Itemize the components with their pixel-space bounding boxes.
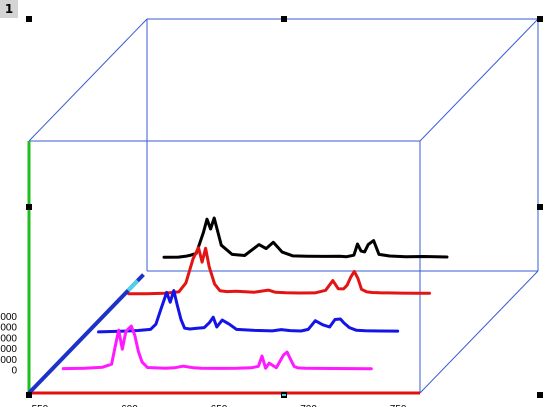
bottom-right-depth-edge	[419, 270, 539, 394]
series-line-3[interactable]	[127, 246, 431, 296]
y-tick-label: 0	[11, 366, 17, 377]
handle-top-right[interactable]	[537, 16, 543, 22]
z-axis-highlight	[126, 279, 139, 292]
handle-bottom-right[interactable]	[537, 392, 543, 398]
handle-top-mid[interactable]	[281, 16, 287, 22]
y-tick-label: 000	[0, 344, 17, 355]
y-tick-label: 000	[0, 312, 17, 323]
y-tick-label: 000	[0, 333, 17, 344]
handle-mid-left[interactable]	[26, 204, 32, 210]
x-tick-label: 700	[300, 404, 317, 407]
y-tick-label: 000	[0, 323, 17, 334]
top-right-depth-edge	[419, 18, 539, 142]
x-tick-label: 650	[211, 404, 228, 407]
selection-handles[interactable]	[26, 16, 543, 398]
series-line-1[interactable]	[61, 324, 373, 371]
handle-bottom-mid-marker	[282, 394, 286, 396]
y-tick-label: 000	[0, 355, 17, 366]
x-tick-label: 550	[32, 404, 49, 407]
axis-layer: 0000000000000000550600650700750	[0, 141, 420, 407]
series-layer	[61, 216, 449, 371]
layer-badge[interactable]: 1	[0, 0, 18, 18]
series-line-2[interactable]	[97, 289, 400, 334]
top-left-depth-edge	[28, 18, 148, 142]
frame-layer	[28, 18, 539, 394]
handle-mid-right[interactable]	[537, 204, 543, 210]
handle-top-left[interactable]	[26, 16, 32, 22]
x-tick-label: 600	[121, 404, 138, 407]
handle-bottom-left[interactable]	[26, 392, 32, 398]
z-axis-line	[27, 273, 145, 395]
x-tick-label: 750	[390, 404, 407, 407]
series-line-4[interactable]	[162, 216, 449, 259]
